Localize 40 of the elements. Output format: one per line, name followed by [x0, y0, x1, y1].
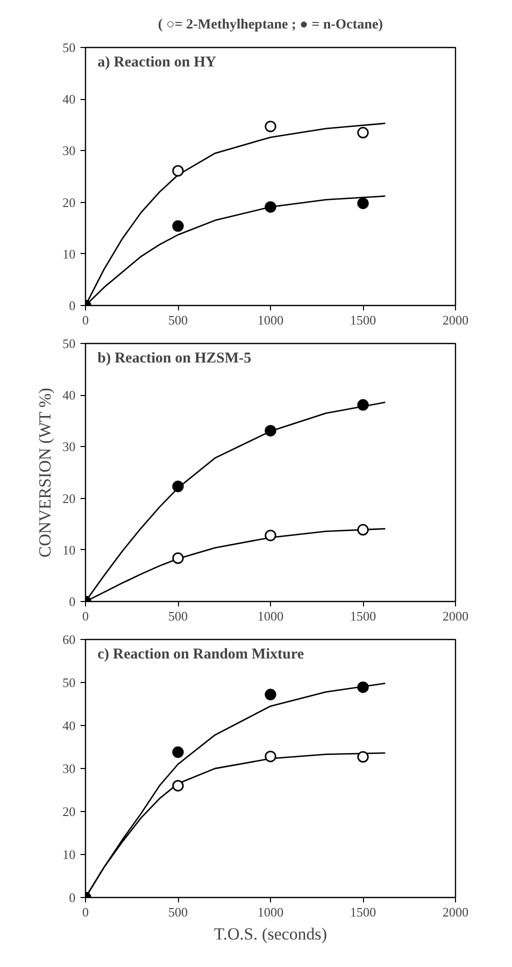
y-tick-label: 40: [62, 718, 76, 733]
y-tick-label: 50: [62, 40, 76, 55]
x-tick-label: 1000: [258, 312, 284, 328]
y-tick-label: 50: [62, 675, 76, 690]
x-tick-label: 2000: [442, 608, 468, 624]
y-tick-label: 0: [69, 298, 76, 313]
y-tick-label: 60: [62, 632, 76, 647]
x-tick-label: 1500: [350, 904, 376, 920]
x-tick-label: 0: [82, 608, 89, 624]
y-tick-label: 0: [69, 594, 76, 609]
y-tick-label: 10: [62, 847, 76, 862]
y-tick-label: 20: [62, 804, 76, 819]
x-tick-label: 2000: [442, 312, 468, 328]
chart-title: b) Reaction on HZSM-5: [98, 350, 252, 366]
y-tick-label: 40: [62, 388, 76, 403]
x-tick-label: 500: [168, 904, 188, 920]
y-tick-label: 30: [62, 143, 76, 158]
x-tick-label: 2000: [442, 904, 468, 920]
x-tick-label: 0: [82, 904, 89, 920]
chart-title: a) Reaction on HY: [98, 54, 216, 70]
x-tick-label: 1000: [258, 608, 284, 624]
y-tick-label: 10: [62, 246, 76, 262]
y-tick-label: 50: [62, 336, 76, 351]
y-tick-label: 0: [69, 890, 76, 905]
text: ( ○= 2-Methylheptane ; ● = n-Octane): [158, 18, 384, 32]
y-tick-label: 30: [62, 439, 76, 454]
y-tick-label: 20: [62, 194, 76, 210]
y-axis-title: CONVERSION (WT %): [36, 388, 54, 558]
y-tick-label: 40: [62, 92, 76, 107]
x-axis-title: T.O.S. (seconds): [214, 924, 327, 944]
y-tick-label: 10: [62, 542, 76, 558]
x-tick-label: 500: [168, 608, 188, 624]
y-tick-label: 30: [62, 761, 76, 776]
x-tick-label: 1500: [350, 312, 376, 328]
x-tick-label: 500: [168, 312, 188, 328]
x-tick-label: 1000: [258, 904, 284, 920]
chart-title: c) Reaction on Random Mixture: [98, 646, 304, 662]
x-tick-label: 1500: [350, 608, 376, 624]
x-tick-label: 0: [82, 312, 89, 328]
y-tick-label: 20: [62, 490, 76, 506]
